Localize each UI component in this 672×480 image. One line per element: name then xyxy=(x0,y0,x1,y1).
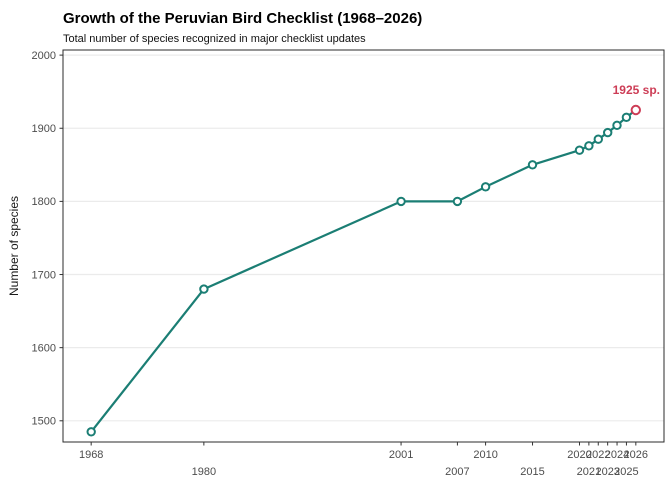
data-point xyxy=(593,134,603,144)
y-tick-label: 1600 xyxy=(32,342,56,354)
chart-subtitle: Total number of species recognized in ma… xyxy=(63,33,366,45)
data-point xyxy=(86,427,96,437)
data-point xyxy=(396,196,406,207)
x-tick-label: 1968 xyxy=(79,449,103,461)
data-point xyxy=(199,284,209,294)
y-tick-label: 1700 xyxy=(32,269,56,281)
x-tick-label: 2007 xyxy=(445,466,469,478)
data-point xyxy=(527,160,538,170)
data-point xyxy=(612,120,622,131)
x-tick-label: 2015 xyxy=(520,466,544,478)
y-tick-label: 1900 xyxy=(32,123,56,135)
data-point xyxy=(480,182,491,192)
y-tick-label: 1800 xyxy=(32,196,56,208)
x-tick-label: 2010 xyxy=(473,449,497,461)
data-point xyxy=(452,196,463,207)
x-tick-label: 2022 xyxy=(586,449,610,461)
x-tick-label: 2020 xyxy=(567,449,591,461)
data-point xyxy=(621,112,632,123)
plot-panel xyxy=(63,50,664,442)
data-point xyxy=(584,141,594,151)
x-tick-label: 1980 xyxy=(192,466,216,478)
x-tick-label: 2026 xyxy=(624,449,648,461)
x-tick-label: 2025 xyxy=(614,466,638,478)
highlight-point xyxy=(630,104,641,116)
x-tick-label: 2021 xyxy=(577,466,601,478)
y-tick-label: 1500 xyxy=(32,416,56,428)
panel-border xyxy=(62,49,665,443)
x-tick-label: 2024 xyxy=(605,449,629,461)
y-tick-label: 2000 xyxy=(32,50,56,62)
data-point xyxy=(574,145,585,155)
annotation-label: 1925 sp. xyxy=(613,83,660,97)
x-tick-label: 2001 xyxy=(389,449,413,461)
data-point xyxy=(603,127,613,138)
x-tick-label: 2023 xyxy=(595,466,619,478)
chart-title: Growth of the Peruvian Bird Checklist (1… xyxy=(63,10,423,27)
